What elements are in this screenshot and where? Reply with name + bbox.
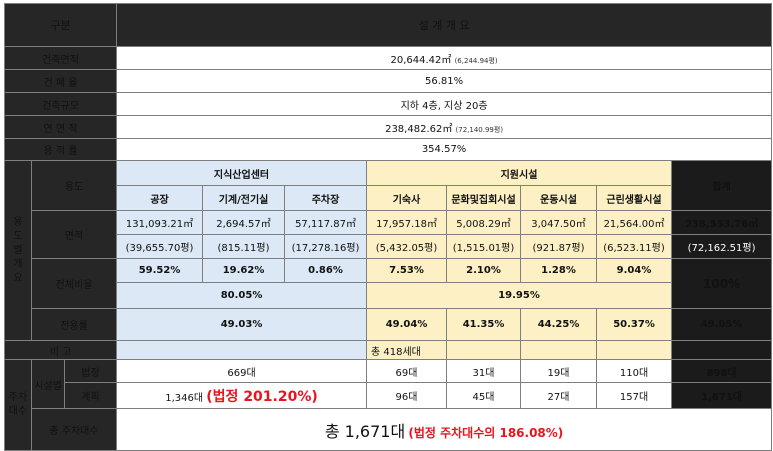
total-label: 합계 xyxy=(671,160,773,211)
parking-legal-sports: 19대 xyxy=(520,359,598,383)
area-pyeong-cell: (6,523.11평) xyxy=(596,234,673,259)
parking-plan-total: 1,671대 xyxy=(671,382,773,409)
parking-legal-dormitory: 69대 xyxy=(366,359,448,383)
remarks-sports xyxy=(520,340,598,360)
parking-legal-culture: 31대 xyxy=(446,359,522,383)
ratio-label: 전체비율 xyxy=(30,258,118,309)
col-mechanical-electrical: 기계/전기실 xyxy=(202,185,286,211)
area-total-sqm: 238,553.76㎡ xyxy=(671,210,773,235)
ratio-cell: 59.52% xyxy=(116,258,204,283)
parking-plan-culture: 45대 xyxy=(446,382,522,409)
exclusive-culture: 41.35% xyxy=(446,308,522,341)
building-area-label: 건축면적 xyxy=(3,46,118,70)
parking-legal-total: 898대 xyxy=(671,359,773,383)
coverage-ratio-value: 56.81% xyxy=(116,69,773,93)
area-pyeong-cell: (5,432.05평) xyxy=(366,234,448,259)
group-support-facilities: 지원시설 xyxy=(366,160,673,186)
exclusive-knowledge-center: 49.03% xyxy=(116,308,368,341)
exclusive-dormitory: 49.04% xyxy=(366,308,448,341)
ratio-cell: 7.53% xyxy=(366,258,448,283)
exclusive-sports: 44.25% xyxy=(520,308,598,341)
parking-by-facility-label: 시설별 xyxy=(31,359,65,409)
area-pyeong-cell: (39,655.70평) xyxy=(116,234,204,259)
area-sqm-cell: 131,093.21㎡ xyxy=(116,210,204,235)
area-label: 면적 xyxy=(30,210,118,259)
area-pyeong-cell: (921.87평) xyxy=(520,234,598,259)
parking-legal-retail: 110대 xyxy=(596,359,673,383)
parking-plan-sports: 27대 xyxy=(520,382,598,409)
area-sqm-cell: 5,008.29㎡ xyxy=(446,210,522,235)
col-factory: 공장 xyxy=(116,185,204,211)
exclusive-retail: 50.37% xyxy=(596,308,673,341)
remarks-total xyxy=(671,340,773,360)
usage-label: 용도 xyxy=(30,160,118,211)
parking-legal-label: 법정 xyxy=(63,359,118,383)
ratio-knowledge-center-total: 80.05% xyxy=(116,282,368,309)
remarks-knowledge-center xyxy=(116,340,368,360)
area-sqm-cell: 17,957.18㎡ xyxy=(366,210,448,235)
ratio-support-total: 19.95% xyxy=(366,282,673,309)
exclusive-ratio-label: 전용률 xyxy=(30,308,118,341)
floor-area-ratio-value: 354.57% xyxy=(116,138,773,161)
col-dormitory: 기숙사 xyxy=(366,185,448,211)
remarks-label: 비 고 xyxy=(3,340,118,360)
parking-section-label: 주차 대수 xyxy=(4,359,32,451)
floor-area-ratio-label: 용 적 률 xyxy=(3,138,118,161)
header-category: 구분 xyxy=(3,3,118,47)
usage-section-label: 용도별 개요 xyxy=(4,160,32,341)
col-parking-lot: 주차장 xyxy=(284,185,368,211)
remarks-dormitory: 총 418세대 xyxy=(366,340,448,360)
ratio-cell: 9.04% xyxy=(596,258,673,283)
parking-plan-dormitory: 96대 xyxy=(366,382,448,409)
col-sports: 운동시설 xyxy=(520,185,598,211)
area-pyeong-cell: (815.11평) xyxy=(202,234,286,259)
parking-legal-center: 669대 xyxy=(116,359,368,383)
coverage-ratio-label: 건 폐 율 xyxy=(3,69,118,93)
parking-plan-center: 1,346대 (법정 201.20%) xyxy=(116,382,368,409)
parking-plan-retail: 157대 xyxy=(596,382,673,409)
area-sqm-cell: 21,564.00㎡ xyxy=(596,210,673,235)
area-pyeong-cell: (17,278.16평) xyxy=(284,234,368,259)
ratio-cell: 1.28% xyxy=(520,258,598,283)
col-neighborhood-retail: 근린생활시설 xyxy=(596,185,673,211)
ratio-cell: 0.86% xyxy=(284,258,368,283)
remarks-retail xyxy=(596,340,673,360)
ratio-cell: 19.62% xyxy=(202,258,286,283)
group-knowledge-center: 지식산업센터 xyxy=(116,160,368,186)
ratio-total: 100% xyxy=(671,258,773,309)
parking-plan-label: 계획 xyxy=(63,382,118,409)
header-design-overview: 설 계 개 요 xyxy=(116,3,773,47)
total-floor-area-label: 연 면 적 xyxy=(3,115,118,139)
total-floor-area-value: 238,482.62㎡ (72,140.99평) xyxy=(116,115,773,139)
area-pyeong-cell: (1,515.01평) xyxy=(446,234,522,259)
building-scale-value: 지하 4층, 지상 20층 xyxy=(116,92,773,116)
building-area-value: 20,644.42㎡ (6,244.94평) xyxy=(116,46,773,70)
total-parking-value: 총 1,671대 (법정 주차대수의 186.08%) xyxy=(116,408,773,451)
ratio-cell: 2.10% xyxy=(446,258,522,283)
total-parking-label: 총 주차대수 xyxy=(30,408,118,451)
exclusive-total: 49.05% xyxy=(671,308,773,341)
area-sqm-cell: 2,694.57㎡ xyxy=(202,210,286,235)
remarks-culture xyxy=(446,340,522,360)
area-total-pyeong: (72,162.51평) xyxy=(671,234,773,259)
area-sqm-cell: 3,047.50㎡ xyxy=(520,210,598,235)
area-sqm-cell: 57,117.87㎡ xyxy=(284,210,368,235)
col-culture-assembly: 문화및집회시설 xyxy=(446,185,522,211)
design-overview-table: 구분 설 계 개 요 건축면적 20,644.42㎡ (6,244.94평) 건… xyxy=(3,3,773,451)
building-scale-label: 건축규모 xyxy=(3,92,118,116)
